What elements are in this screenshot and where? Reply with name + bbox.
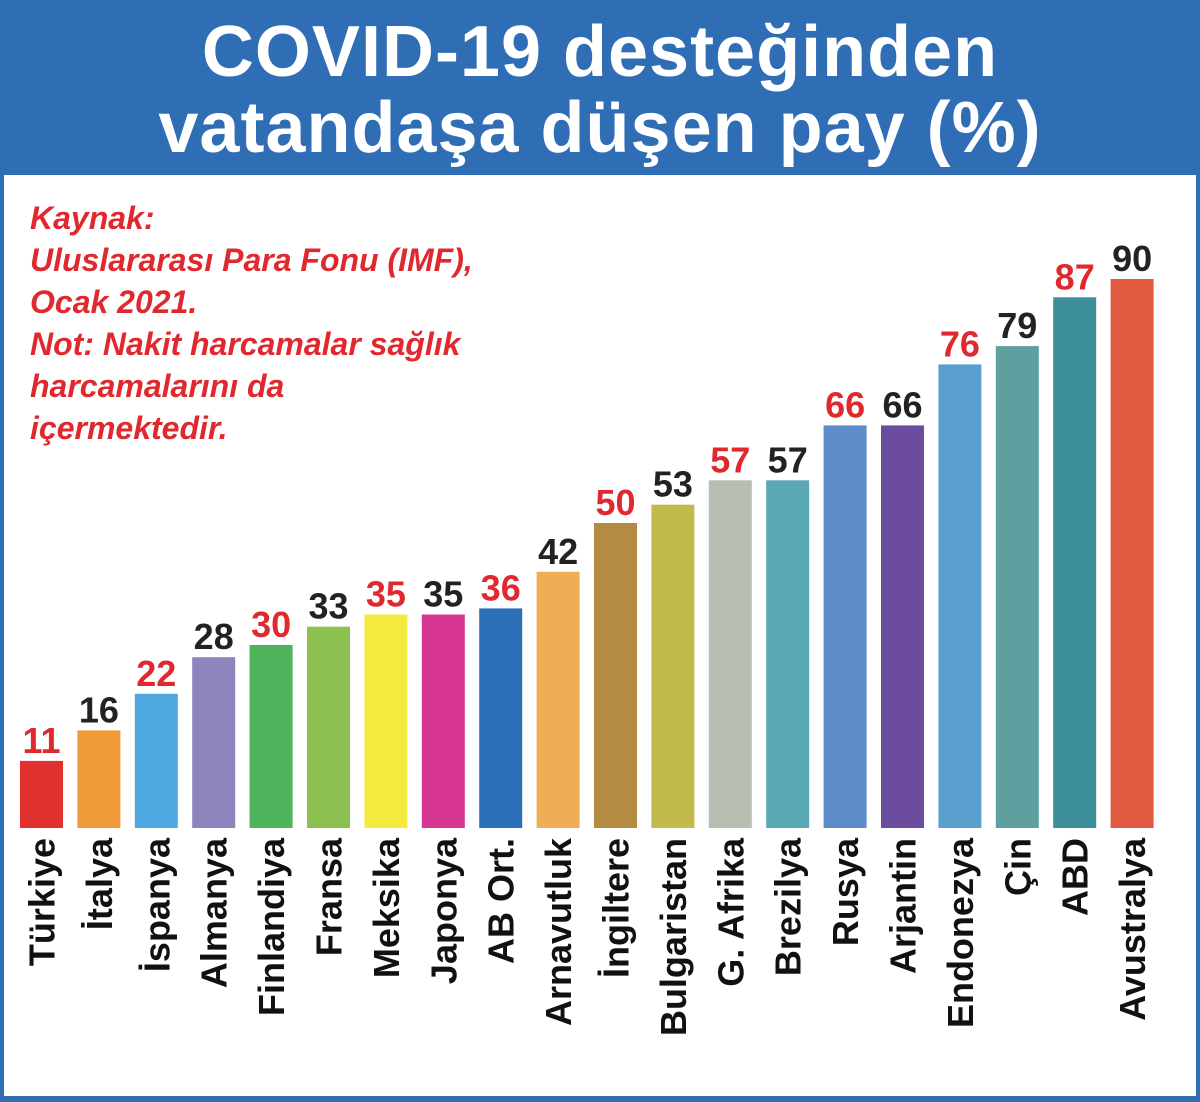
category-label-5: Finlandiya — [251, 837, 292, 1016]
bar-10 — [536, 571, 580, 828]
bar-15 — [823, 425, 867, 828]
value-label-9: 36 — [481, 567, 521, 608]
bar-11 — [594, 523, 637, 828]
category-label-4: Almanya — [194, 837, 235, 988]
value-label-20: 90 — [1112, 238, 1152, 279]
bar-17 — [938, 364, 982, 828]
bar-1 — [20, 760, 63, 828]
source-note-line-6: içermektedir. — [30, 410, 228, 446]
category-label-13: G. Afrika — [710, 837, 751, 987]
bar-13 — [708, 480, 752, 828]
category-label-8: Japonya — [423, 837, 464, 984]
category-label-18: Çin — [997, 838, 1038, 896]
chart-title-line-1: COVID-19 desteğinden — [201, 12, 999, 92]
source-note-line-1: Kaynak: — [30, 200, 155, 236]
value-label-4: 28 — [194, 616, 234, 657]
bar-3 — [134, 693, 178, 828]
bar-8 — [421, 614, 465, 828]
value-label-1: 11 — [22, 720, 60, 761]
bar-19 — [1053, 297, 1097, 828]
category-label-9: AB Ort. — [481, 838, 522, 964]
category-label-19: ABD — [1055, 838, 1096, 916]
value-label-15: 66 — [825, 384, 865, 425]
value-label-12: 53 — [653, 464, 693, 505]
bar-9 — [479, 608, 523, 828]
value-label-16: 66 — [882, 384, 922, 425]
title-banner: COVID-19 desteğinden vatandaşa düşen pay… — [0, 0, 1200, 175]
category-label-6: Fransa — [309, 837, 350, 956]
value-label-2: 16 — [79, 689, 119, 730]
bar-12 — [651, 504, 695, 828]
bar-2 — [77, 730, 121, 828]
category-label-17: Endonezya — [940, 837, 981, 1028]
category-label-14: Brezilya — [768, 837, 809, 976]
category-label-7: Meksika — [366, 837, 407, 978]
bottom-rule — [0, 1096, 1200, 1102]
source-note-line-4: Not: Nakit harcamalar sağlık — [30, 326, 461, 362]
category-label-3: İspanya — [136, 837, 177, 972]
value-label-11: 50 — [595, 482, 635, 523]
value-label-10: 42 — [538, 531, 578, 572]
value-label-18: 79 — [997, 305, 1037, 346]
category-label-16: Arjantin — [883, 838, 924, 974]
value-label-5: 30 — [251, 604, 291, 645]
category-label-2: İtalya — [79, 837, 120, 930]
bar-6 — [307, 626, 350, 828]
value-label-6: 33 — [308, 586, 348, 627]
bar-16 — [881, 425, 924, 828]
value-label-7: 35 — [366, 574, 406, 615]
category-label-1: Türkiye — [22, 838, 63, 966]
source-note-line-3: Ocak 2021. — [30, 284, 198, 320]
value-label-13: 57 — [710, 439, 750, 480]
bar-20 — [1110, 279, 1154, 828]
category-label-12: Bulgaristan — [653, 838, 694, 1036]
value-label-14: 57 — [768, 439, 808, 480]
category-label-20: Avustralya — [1112, 837, 1153, 1021]
value-label-19: 87 — [1055, 256, 1095, 297]
bar-14 — [766, 480, 810, 828]
category-label-10: Arnavutluk — [538, 837, 579, 1026]
source-note-line-2: Uluslararası Para Fonu (IMF), — [30, 242, 473, 278]
value-label-8: 35 — [423, 574, 463, 615]
bar-7 — [364, 614, 408, 828]
bar-4 — [192, 657, 236, 828]
bar-18 — [995, 346, 1039, 828]
chart-title-line-2: vatandaşa düşen pay (%) — [158, 88, 1042, 168]
value-label-17: 76 — [940, 323, 980, 364]
category-label-11: İngiltere — [596, 838, 637, 978]
category-label-15: Rusya — [825, 837, 866, 946]
bar-5 — [249, 645, 293, 828]
value-label-3: 22 — [136, 653, 176, 694]
source-note-line-5: harcamalarını da — [30, 368, 285, 404]
